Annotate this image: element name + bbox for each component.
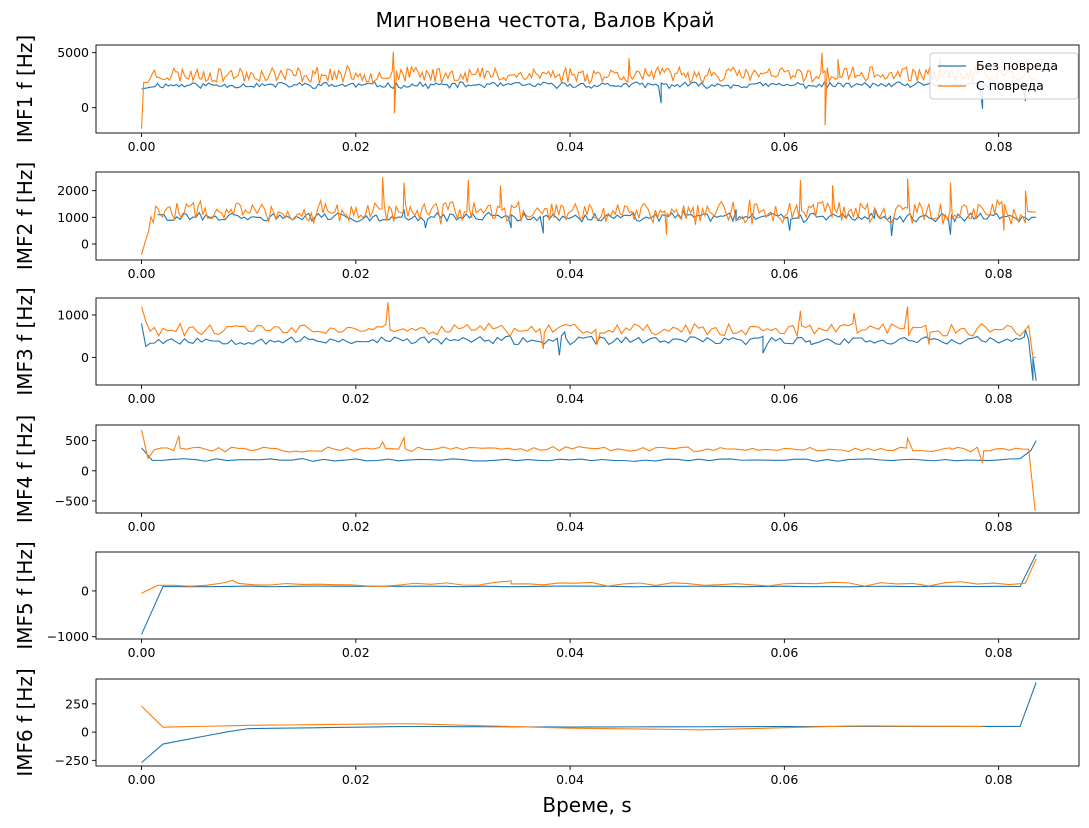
x-tick-label: 0.08: [985, 645, 1013, 660]
series-line-bez-povreda-imf6: [141, 682, 1037, 764]
y-tick-label: 0: [81, 237, 89, 252]
axes-frame: [95, 171, 1080, 261]
x-tick-label: 0.00: [128, 645, 156, 660]
y-tick-label: 1000: [57, 307, 89, 322]
y-axis-label-imf6: IMF6 f [Hz]: [13, 668, 37, 776]
axes-frame: [95, 551, 1080, 640]
x-tick-label: 0.04: [556, 139, 584, 154]
x-tick-label: 0.00: [128, 139, 156, 154]
y-tick-label: −250: [55, 753, 89, 768]
x-tick-label: 0.02: [342, 139, 370, 154]
x-tick-label: 0.06: [770, 645, 798, 660]
subplot-imf2: 0.00 0.02 0.04 0.06 0.08 0 1000 2000 IMF2 f [Hz]: [13, 162, 1080, 281]
x-tick-label: 0.02: [342, 391, 370, 406]
x-tick-label: 0.06: [770, 519, 798, 534]
legend: Без повреда С повреда: [929, 52, 1079, 100]
series-line-s-povreda-imf5: [141, 558, 1037, 594]
x-tick-label: 0.04: [556, 391, 584, 406]
y-axis-label-imf1: IMF1 f [Hz]: [13, 35, 37, 143]
y-tick-label: 250: [65, 696, 89, 711]
y-axis-label-imf3: IMF3 f [Hz]: [13, 287, 37, 395]
series-line-bez-povreda-imf2: [157, 209, 1037, 237]
x-tick-label: 0.02: [342, 772, 370, 787]
x-tick-label: 0.00: [128, 266, 156, 281]
x-tick-label: 0.02: [342, 645, 370, 660]
series-line-s-povreda-imf4: [140, 429, 1037, 511]
y-axis-label-imf5: IMF5 f [Hz]: [13, 541, 37, 649]
series-line-bez-povreda-imf4: [141, 440, 1037, 462]
series-line-bez-povreda-imf1: [141, 80, 1037, 109]
x-tick-label: 0.04: [556, 772, 584, 787]
series-line-s-povreda-imf2: [141, 177, 1037, 255]
y-tick-label: 0: [81, 463, 89, 478]
y-tick-label: 5000: [57, 45, 89, 60]
y-tick-label: 0: [81, 100, 89, 115]
x-tick-label: 0.06: [770, 391, 798, 406]
subplot-imf5: 0.00 0.02 0.04 0.06 0.08 −1000 0 IMF5 f [Hz]: [13, 541, 1080, 660]
x-tick-label: 0.08: [985, 139, 1013, 154]
subplot-imf6: 0.00 0.02 0.04 0.06 0.08 −250 0 250 IMF6 f [Hz]: [13, 668, 1080, 787]
y-tick-label: 500: [65, 433, 89, 448]
axes-frame: [95, 678, 1080, 767]
legend-box: [929, 52, 1079, 100]
x-tick-label: 0.08: [985, 266, 1013, 281]
subplot-imf3: 0.00 0.02 0.04 0.06 0.08 0 1000 IMF3 f [Hz]: [13, 287, 1080, 406]
legend-label-series-b: С повреда: [976, 78, 1044, 93]
x-tick-label: 0.08: [985, 772, 1013, 787]
series-line-s-povreda-imf1: [140, 51, 1037, 129]
x-tick-label: 0.06: [770, 139, 798, 154]
x-tick-label: 0.08: [985, 519, 1013, 534]
x-axis-label: Време, s: [542, 793, 631, 817]
series-line-s-povreda-imf3: [141, 302, 1037, 358]
y-tick-label: 0: [81, 725, 89, 740]
axes-frame: [95, 297, 1080, 386]
y-tick-label: 2000: [57, 183, 89, 198]
series-line-s-povreda-imf6: [141, 705, 983, 731]
y-tick-label: 0: [81, 583, 89, 598]
x-tick-label: 0.06: [770, 772, 798, 787]
x-tick-label: 0.00: [128, 519, 156, 534]
series-line-bez-povreda-imf3: [140, 323, 1037, 381]
series-line-bez-povreda-imf5: [141, 554, 1037, 635]
y-axis-label-imf4: IMF4 f [Hz]: [13, 415, 37, 523]
x-tick-label: 0.04: [556, 519, 584, 534]
x-tick-label: 0.06: [770, 266, 798, 281]
y-axis-label-imf2: IMF2 f [Hz]: [13, 162, 37, 270]
x-tick-label: 0.02: [342, 266, 370, 281]
x-tick-label: 0.02: [342, 519, 370, 534]
legend-label-series-a: Без повреда: [976, 58, 1058, 73]
axes-frame: [95, 424, 1080, 514]
y-tick-label: 1000: [57, 210, 89, 225]
subplot-imf4: 0.00 0.02 0.04 0.06 0.08 −500 0 500 IMF4 f [Hz]: [13, 415, 1080, 534]
axes-frame: [95, 44, 1080, 134]
x-tick-label: 0.00: [128, 391, 156, 406]
x-tick-label: 0.04: [556, 645, 584, 660]
y-tick-label: −1000: [47, 629, 89, 644]
x-tick-label: 0.08: [985, 391, 1013, 406]
x-tick-label: 0.00: [128, 772, 156, 787]
figure-title: Мигновена честота, Валов Край: [376, 8, 715, 32]
subplot-imf1: 0.00 0.02 0.04 0.06 0.08 0 5000 IMF1 f [Hz]: [13, 35, 1080, 154]
x-tick-label: 0.04: [556, 266, 584, 281]
y-tick-label: −500: [55, 493, 89, 508]
y-tick-label: 0: [81, 350, 89, 365]
